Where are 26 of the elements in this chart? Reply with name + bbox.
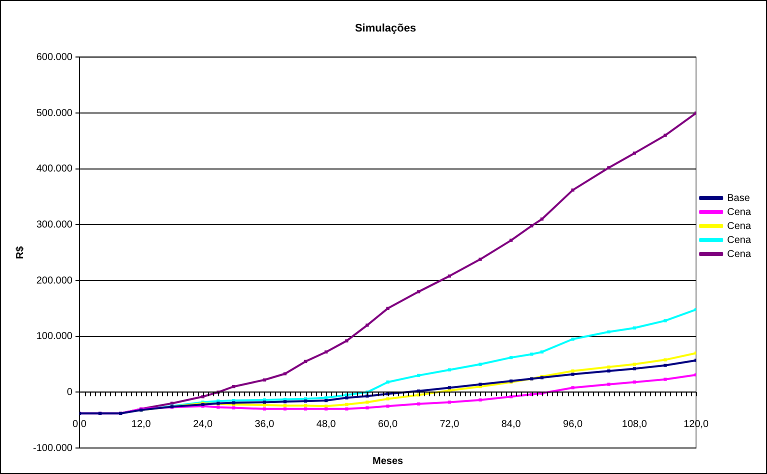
y-tick-label: 500.000 xyxy=(36,108,73,119)
x-tick-label: 60,0 xyxy=(378,418,398,430)
y-tick-label: 0 xyxy=(66,386,73,398)
x-tick-label: 12,0 xyxy=(131,418,152,430)
y-tick-label: 200.000 xyxy=(36,275,73,286)
x-tick-label: 84,0 xyxy=(501,418,522,430)
y-tick-label: 600.000 xyxy=(36,52,73,63)
x-tick-label: 24,0 xyxy=(193,418,213,430)
y-axis-title: R$ xyxy=(14,246,26,259)
y-tick-label: 100.000 xyxy=(36,331,73,342)
x-tick-label: 36,0 xyxy=(254,418,275,430)
x-tick-label: 96,0 xyxy=(563,418,583,430)
legend-label: Cena xyxy=(727,248,752,260)
x-axis-title: Meses xyxy=(372,456,404,467)
legend-label: Cena xyxy=(727,234,752,246)
x-tick-label: 120,0 xyxy=(684,418,710,430)
x-tick-label: 108,0 xyxy=(622,418,648,430)
chart-title: Simulações xyxy=(354,22,416,35)
y-tick-label: 400.000 xyxy=(36,164,73,175)
legend-label: Cena xyxy=(727,206,752,218)
x-tick-label: 72,0 xyxy=(440,418,460,430)
y-tick-label: -100.000 xyxy=(32,442,73,454)
legend-label: Cena xyxy=(727,220,752,232)
x-tick-label: 48,0 xyxy=(316,418,336,430)
legend-label: Base xyxy=(727,192,750,204)
y-tick-label: 300.000 xyxy=(36,219,73,230)
